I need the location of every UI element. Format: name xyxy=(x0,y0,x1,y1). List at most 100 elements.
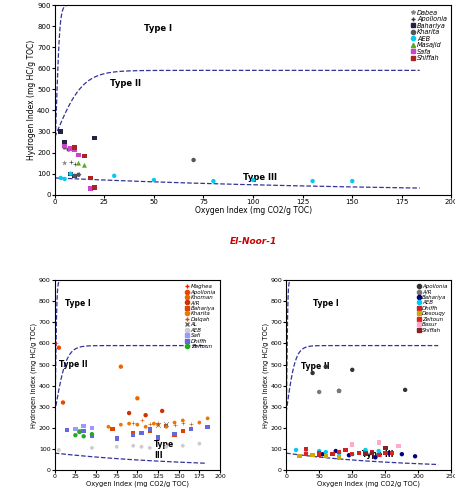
Point xyxy=(80,427,87,435)
Point xyxy=(86,184,94,192)
Y-axis label: Hydrogen Index (mg HC/g TOC): Hydrogen Index (mg HC/g TOC) xyxy=(31,322,37,428)
Point xyxy=(308,451,315,459)
Point xyxy=(71,146,78,154)
Point xyxy=(129,429,136,437)
Point xyxy=(394,442,401,450)
Point xyxy=(80,422,87,430)
Point xyxy=(209,177,217,185)
Point xyxy=(137,429,145,437)
Point xyxy=(61,175,68,183)
Point xyxy=(137,416,145,424)
Point xyxy=(150,176,157,184)
Point xyxy=(179,442,186,450)
Point xyxy=(348,440,355,448)
Point xyxy=(91,134,98,142)
Point xyxy=(142,423,149,431)
Y-axis label: Hydrogen Index (mg HC/g TOC): Hydrogen Index (mg HC/g TOC) xyxy=(262,322,268,428)
Point xyxy=(187,420,194,428)
Point xyxy=(315,447,322,455)
Point xyxy=(203,414,211,422)
Point xyxy=(67,158,74,166)
Point xyxy=(374,447,381,455)
Point xyxy=(75,159,82,167)
Point xyxy=(308,369,315,377)
Point xyxy=(80,432,87,440)
Point xyxy=(110,172,117,180)
Point xyxy=(61,138,68,146)
Point xyxy=(203,423,211,431)
Point xyxy=(334,454,342,462)
Point xyxy=(57,174,64,182)
Point xyxy=(397,450,404,458)
Point xyxy=(75,171,82,179)
Point xyxy=(117,420,124,428)
Point xyxy=(154,434,162,442)
Point xyxy=(71,160,78,168)
Point xyxy=(71,172,78,180)
Point xyxy=(88,424,96,432)
X-axis label: Oxygen Index (mg CO2/g TOC): Oxygen Index (mg CO2/g TOC) xyxy=(194,206,311,216)
Point xyxy=(361,449,369,457)
Point xyxy=(374,451,381,459)
Point xyxy=(137,443,145,451)
Point xyxy=(321,448,329,456)
Point xyxy=(59,398,66,406)
Point xyxy=(129,431,136,439)
Point xyxy=(374,438,381,446)
Point xyxy=(71,172,78,180)
Point xyxy=(86,174,94,182)
Point xyxy=(321,362,329,370)
Point xyxy=(179,427,186,435)
Y-axis label: Hydrogen Index (mg HC/g TOC): Hydrogen Index (mg HC/g TOC) xyxy=(26,40,35,160)
Point xyxy=(105,423,112,431)
Point xyxy=(371,454,378,462)
Text: Type III: Type III xyxy=(361,450,393,458)
Point xyxy=(146,444,153,452)
Point xyxy=(129,418,136,426)
Point xyxy=(154,418,162,426)
Point xyxy=(331,447,339,455)
Point xyxy=(162,423,170,431)
Text: Type II: Type II xyxy=(300,362,329,371)
Point xyxy=(315,451,322,459)
Point xyxy=(344,451,352,459)
Point xyxy=(113,443,120,451)
Point xyxy=(302,450,309,458)
Point xyxy=(133,394,141,402)
Point xyxy=(328,450,335,458)
Point xyxy=(76,428,83,436)
Point xyxy=(55,446,62,454)
Point xyxy=(91,184,98,192)
Point xyxy=(150,420,157,428)
Point xyxy=(249,176,256,184)
Point xyxy=(146,427,153,435)
Point xyxy=(348,450,355,458)
Point xyxy=(302,445,309,453)
Point xyxy=(76,427,83,435)
Point xyxy=(162,420,170,428)
Point xyxy=(400,386,408,394)
Point xyxy=(171,430,178,438)
Point xyxy=(171,420,178,428)
Point xyxy=(315,388,322,396)
Point xyxy=(67,170,74,177)
Point xyxy=(154,420,162,428)
Point xyxy=(61,142,68,150)
Point xyxy=(71,144,78,152)
X-axis label: Oxygen Index (mg CO2/g TOC): Oxygen Index (mg CO2/g TOC) xyxy=(86,480,188,487)
Point xyxy=(129,442,136,450)
Point xyxy=(125,420,132,428)
Point xyxy=(61,144,68,152)
Point xyxy=(187,425,194,433)
Point xyxy=(318,450,325,458)
Text: Type II: Type II xyxy=(110,78,141,88)
Point xyxy=(57,128,64,136)
Point xyxy=(361,446,369,454)
Point xyxy=(354,449,362,457)
Point xyxy=(368,449,375,457)
Legend: Apollonia, A/R, Bahariya, AEB, Dhiffh, Desouqy, Zeitoun, Basur, Shiffah: Apollonia, A/R, Bahariya, AEB, Dhiffh, D… xyxy=(415,283,448,334)
Text: Type I: Type I xyxy=(312,299,338,308)
X-axis label: Oxygen Index (mg CO2/g TOC): Oxygen Index (mg CO2/g TOC) xyxy=(317,480,420,487)
Point xyxy=(348,366,355,374)
Point xyxy=(146,420,153,428)
